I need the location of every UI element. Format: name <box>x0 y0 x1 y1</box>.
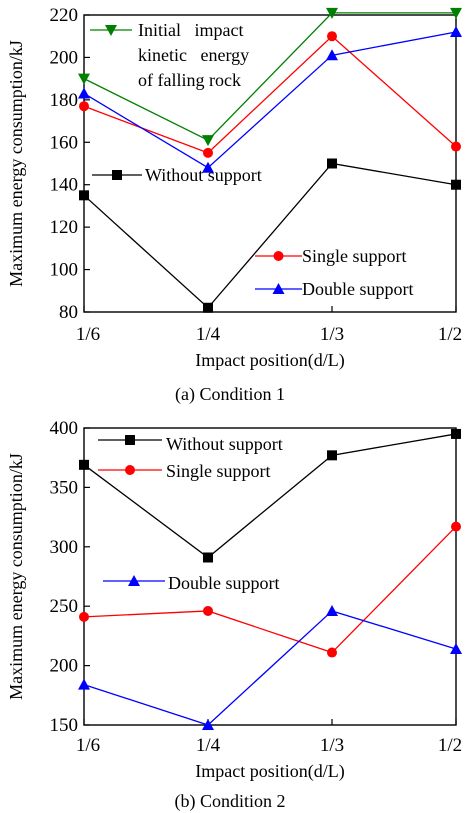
data-point <box>202 161 214 173</box>
y-tick-label: 160 <box>50 132 79 153</box>
data-point <box>327 158 337 169</box>
y-tick-label: 250 <box>50 596 79 617</box>
data-point <box>326 49 338 61</box>
y-tick-label: 140 <box>50 175 79 196</box>
y-tick-label: 200 <box>50 656 79 677</box>
legend-entry-initial-impact: Initial impact kinetic energy of falling r… <box>90 20 249 90</box>
legend-marker <box>272 283 285 294</box>
series-line <box>83 31 457 169</box>
data-point <box>203 302 213 313</box>
y-tick-label: 120 <box>50 217 79 238</box>
x-tick-label: 1/4 <box>196 735 221 756</box>
data-point <box>79 611 89 622</box>
legend-label: of falling rock <box>138 70 241 90</box>
data-point <box>326 7 338 19</box>
data-point <box>79 101 89 112</box>
chart-condition-2: 150 200 250 300 350 400 1/6 1/4 1/3 1/2 Impact pos… <box>6 418 462 812</box>
legend-entry-single-support: Single support <box>255 246 407 266</box>
series-line <box>83 610 457 726</box>
legend-marker <box>105 25 117 36</box>
y-tick-label: 200 <box>50 47 79 68</box>
data-point <box>327 647 337 658</box>
series-without-support <box>79 428 461 563</box>
x-axis-label: Impact position(d/L) <box>195 761 344 782</box>
series-without-support <box>79 158 461 313</box>
data-point <box>451 521 461 532</box>
legend-label: Double support <box>168 573 280 593</box>
data-point <box>78 73 90 85</box>
y-axis-label: Maximum energy consumption/kJ <box>6 40 26 287</box>
data-point <box>203 147 213 158</box>
data-point <box>451 179 461 190</box>
data-point <box>202 135 214 147</box>
series-single-support <box>79 31 461 158</box>
chart-caption: (a) Condition 1 <box>175 384 285 405</box>
legend-marker <box>128 575 140 586</box>
y-tick-label: 180 <box>50 90 79 111</box>
data-point <box>451 428 461 439</box>
legend-entry-without-support: Without support <box>98 434 283 454</box>
legend-entry-double-support: Double support <box>103 573 280 593</box>
data-point <box>327 31 337 42</box>
legend-label: Without support <box>166 434 283 454</box>
data-point <box>450 25 462 37</box>
legend-label: kinetic energy <box>138 45 249 65</box>
data-point <box>78 678 90 690</box>
series-double-support <box>78 25 462 173</box>
series-line <box>83 526 457 654</box>
series-single-support <box>79 521 461 658</box>
data-point <box>326 604 338 616</box>
data-point <box>202 719 214 730</box>
legend-label: Initial impact <box>138 20 243 40</box>
x-tick-label: 1/3 <box>320 735 344 756</box>
data-point <box>450 642 462 654</box>
legend-label: Without support <box>145 165 262 185</box>
y-tick-label: 350 <box>50 477 79 498</box>
legend-marker <box>125 465 135 475</box>
data-point <box>451 141 461 152</box>
series-line <box>83 162 457 309</box>
legend-marker <box>125 435 135 445</box>
x-axis-label: Impact position(d/L) <box>195 350 344 371</box>
plot-frame <box>83 14 457 313</box>
x-tick-label: 1/6 <box>76 324 100 345</box>
chart-caption: (b) Condition 2 <box>175 791 286 812</box>
series-line <box>83 433 457 559</box>
y-tick-label: 220 <box>50 5 79 26</box>
x-tick-label: 1/6 <box>76 735 100 756</box>
x-tick-label: 1/2 <box>438 324 462 345</box>
y-tick-label: 300 <box>50 537 79 558</box>
y-tick-label: 400 <box>50 418 79 439</box>
data-point <box>203 605 213 616</box>
data-point <box>79 190 89 201</box>
legend-marker <box>273 251 284 261</box>
legend-label: Single support <box>302 246 407 266</box>
legend-label: Double support <box>302 279 414 299</box>
series-initial-impact <box>78 7 462 147</box>
series-line <box>83 35 457 154</box>
x-tick-label: 1/2 <box>438 735 462 756</box>
legend-entry-single-support: Single support <box>98 461 271 481</box>
y-tick-label: 150 <box>50 715 79 736</box>
legend-label: Single support <box>166 461 271 481</box>
data-point <box>78 87 90 99</box>
series-double-support <box>78 604 462 730</box>
x-tick-label: 1/4 <box>196 324 221 345</box>
data-point <box>450 7 462 19</box>
y-tick-label: 80 <box>59 302 78 323</box>
legend-entry-double-support: Double support <box>255 279 414 299</box>
chart-condition-1: 80 100 120 140 160 180 200 220 1/6 1/4 1/3 1/2 Impac… <box>6 5 462 405</box>
data-point <box>327 450 337 461</box>
legend-entry-without-support: Without support <box>92 165 262 185</box>
plot-frame <box>83 427 457 726</box>
series-line <box>83 12 456 141</box>
data-point <box>203 552 213 563</box>
x-tick-label: 1/3 <box>320 324 344 345</box>
y-tick-label: 100 <box>50 260 79 281</box>
data-point <box>79 459 89 470</box>
legend-marker <box>112 170 122 180</box>
y-axis-label: Maximum energy consumption/kJ <box>6 453 26 700</box>
